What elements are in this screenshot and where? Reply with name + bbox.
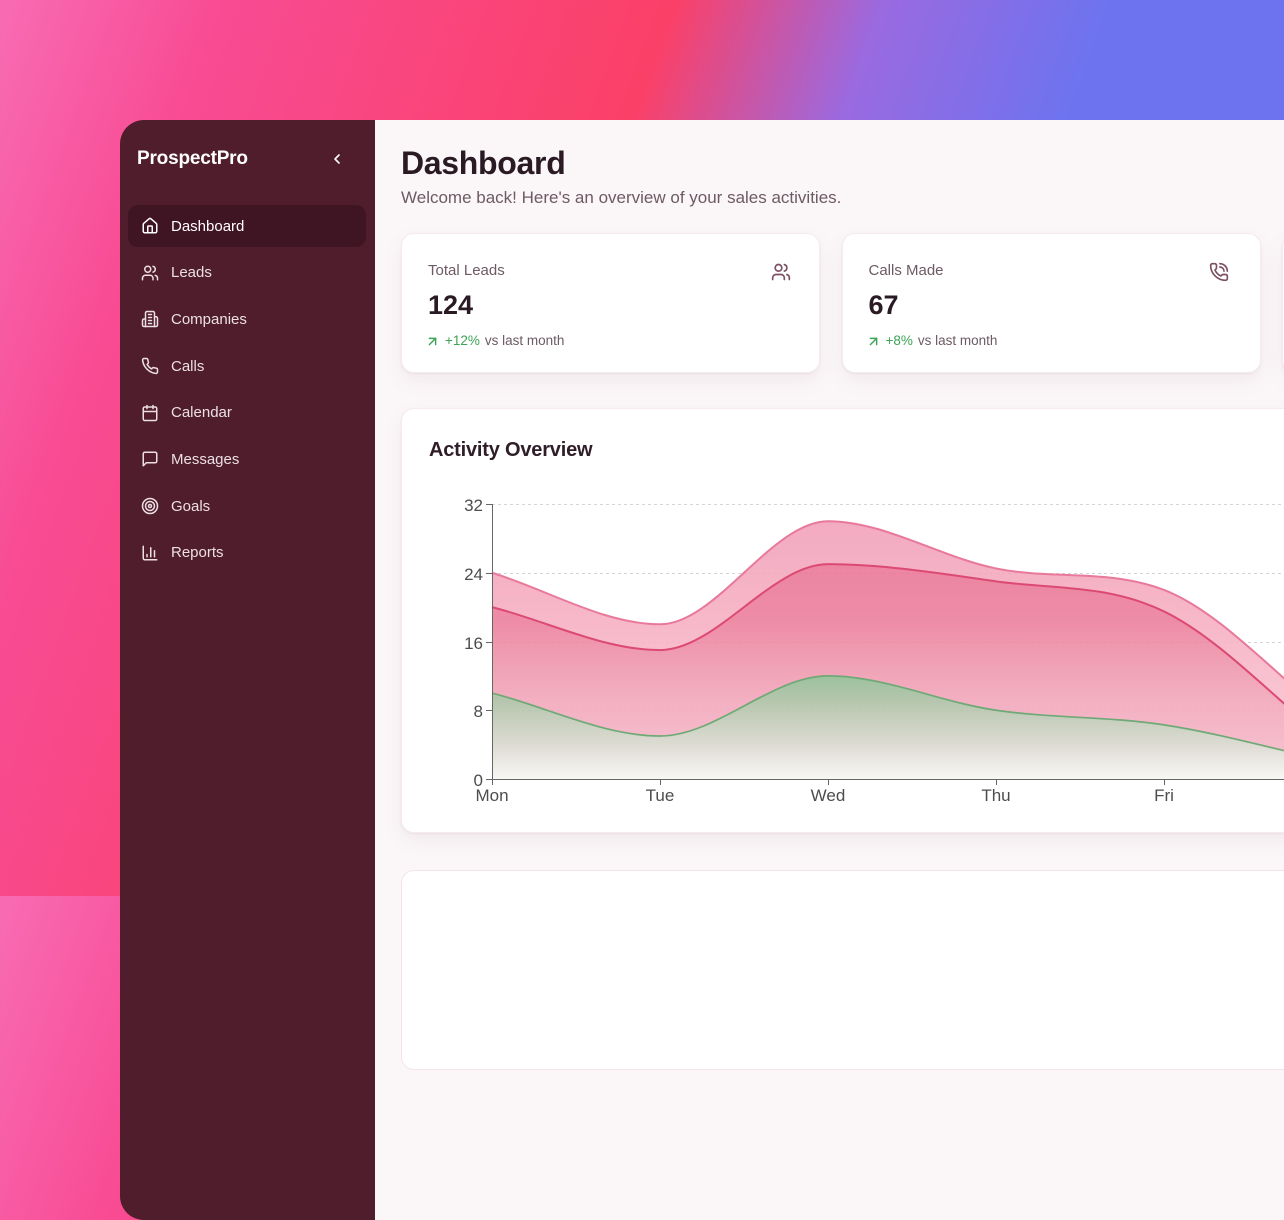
svg-text:32: 32: [464, 496, 483, 515]
svg-text:8: 8: [474, 702, 483, 721]
svg-text:0: 0: [474, 771, 483, 790]
svg-text:Tue: Tue: [646, 786, 675, 805]
svg-text:16: 16: [464, 634, 483, 653]
svg-text:Wed: Wed: [811, 786, 846, 805]
svg-text:Fri: Fri: [1154, 786, 1174, 805]
svg-text:24: 24: [464, 565, 483, 584]
svg-text:Thu: Thu: [981, 786, 1010, 805]
svg-text:Mon: Mon: [475, 786, 508, 805]
